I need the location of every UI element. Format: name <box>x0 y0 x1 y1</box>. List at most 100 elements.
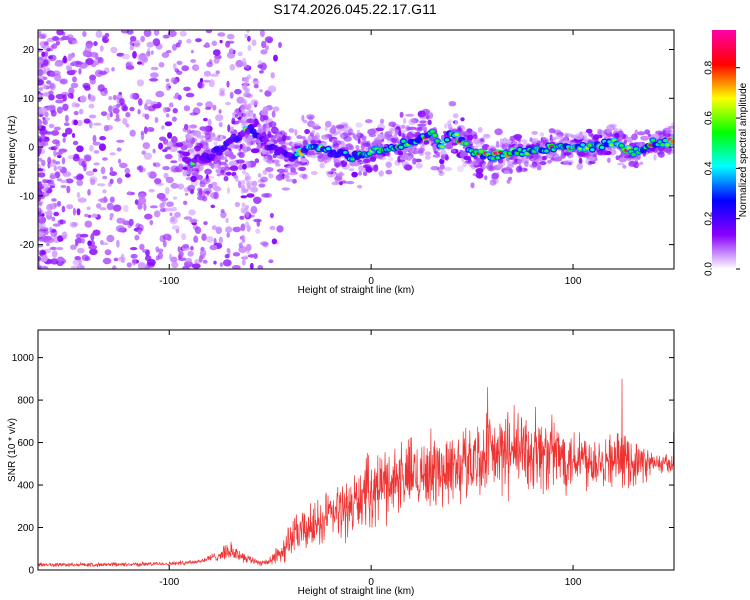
spectrogram-cell <box>169 212 173 216</box>
spectrogram-cell <box>475 168 484 174</box>
spectrogram-cell <box>213 141 218 146</box>
spectrogram-cell <box>79 108 84 115</box>
spectrogram-cell <box>585 128 593 134</box>
spectrogram-cell <box>388 156 394 162</box>
spectrogram-cell <box>137 109 141 115</box>
spectrogram-cell <box>106 112 111 121</box>
spectrogram-cell <box>116 147 122 152</box>
spectrogram-cell <box>104 249 112 256</box>
spectrogram-cell <box>247 44 252 52</box>
spectrogram-cell <box>162 166 170 171</box>
spectrogram-cell <box>548 128 556 134</box>
spectrogram-cell <box>203 79 211 83</box>
spectrogram-cell <box>85 58 94 65</box>
spectrogram-cell <box>246 193 255 198</box>
spectrogram-cell <box>72 140 79 146</box>
spectrogram-cell <box>319 162 325 169</box>
spectrogram-cell <box>89 176 98 183</box>
spectrogram-cell <box>446 142 452 150</box>
spectrogram-cell <box>116 139 125 143</box>
spectrogram-cell <box>144 213 153 220</box>
spectrogram-cell <box>84 220 93 228</box>
spectrogram-cell <box>38 68 44 77</box>
spectrogram-cell <box>205 126 211 131</box>
spectrogram-cell <box>204 129 213 136</box>
spectrogram-cell <box>240 108 245 114</box>
spectrogram-cell <box>72 76 77 83</box>
spectrogram-cell <box>109 178 114 184</box>
spectrogram-cell <box>225 226 233 233</box>
spectrogram-cell <box>181 65 190 72</box>
spectrogram-cell <box>238 164 244 171</box>
snr-x-ticks: -100 0 100 <box>159 330 582 588</box>
spectrogram-ridge-peak <box>626 146 631 150</box>
snr-y-tick-label: 400 <box>17 481 34 492</box>
spectrogram-cell <box>468 160 475 168</box>
spectrogram-cell <box>198 254 203 263</box>
spectrogram-cell <box>242 98 247 104</box>
spectrogram-cell <box>220 211 227 219</box>
spectrogram-cell <box>198 174 202 181</box>
spectrogram-cell <box>46 210 53 216</box>
spectrogram-cell <box>432 143 438 151</box>
spectrogram-cell <box>168 102 174 108</box>
spectrogram-ridge-peak <box>580 143 585 147</box>
spectrogram-cell <box>202 144 208 150</box>
spectrogram-cell <box>112 107 120 114</box>
spectrogram-cell <box>172 63 177 70</box>
snr-y-label: SNR (10 * v/v) <box>7 418 18 482</box>
spectrogram-cell <box>268 173 274 179</box>
spectrogram-cell <box>153 210 161 218</box>
snr-x-label: Height of straight line (km) <box>298 586 415 597</box>
spectrogram-cell <box>334 162 341 167</box>
spectrogram-ridge-peak <box>495 156 501 160</box>
colorbar-tick-label: 0.2 <box>704 211 715 225</box>
spectrogram-cell <box>204 149 213 154</box>
spectrogram-cell <box>72 155 80 162</box>
spectrogram-cell <box>242 57 247 66</box>
spectrogram-cell <box>261 40 267 49</box>
spectrogram-ridge-peak <box>430 130 435 134</box>
spectrogram-cell <box>75 175 80 181</box>
spectrogram-cell <box>225 151 234 158</box>
spectrogram-cell <box>50 130 60 136</box>
spectrogram-cell <box>343 135 352 142</box>
spectrogram-cell <box>164 153 173 160</box>
spectrogram-cell <box>517 158 522 165</box>
spectrogram-cell <box>146 258 156 266</box>
colorbar-tick-label: 0.0 <box>704 262 715 276</box>
spectrogram-cell <box>272 106 280 112</box>
spectrogram-cell <box>218 236 223 244</box>
spectrogram-cell <box>418 147 425 154</box>
spectrogram-ridge-peak <box>590 148 595 152</box>
spectrogram-cell <box>61 157 66 165</box>
spectrogram-cell <box>117 158 122 164</box>
spectrogram-cell <box>178 157 182 162</box>
spectrogram-cell <box>202 259 208 264</box>
spectrogram-cell <box>171 116 177 122</box>
spectrogram-cell <box>75 241 79 247</box>
spectrogram-cell <box>161 200 166 205</box>
spectrogram-cell <box>355 122 363 128</box>
spectrogram-cell <box>348 168 355 172</box>
spectrogram-cell <box>76 61 84 65</box>
spectrogram-cell <box>390 137 398 143</box>
spectrogram-cell <box>43 117 51 121</box>
spectrogram-cell <box>53 211 60 217</box>
spectrogram-cell <box>250 186 259 193</box>
spectrogram-cell <box>134 234 140 241</box>
spectrogram-cell <box>159 208 166 213</box>
spectrogram-cell <box>229 160 238 167</box>
spectrogram-cell <box>77 197 87 203</box>
spectrogram-cell <box>70 265 80 269</box>
spectrogram-cell <box>211 181 218 187</box>
spectrogram-cell <box>53 145 59 150</box>
spectrogram-cell <box>494 128 503 136</box>
spectrogram-cell <box>70 82 79 89</box>
spectrogram-cell <box>76 208 81 216</box>
spectrogram-cell <box>53 165 58 172</box>
spectrogram-cell <box>112 204 122 212</box>
colorbar-ticks: 0.0 0.2 0.4 0.6 0.8 <box>704 60 740 276</box>
spectrogram-cell <box>206 61 214 68</box>
spectrogram-cell <box>152 38 161 47</box>
